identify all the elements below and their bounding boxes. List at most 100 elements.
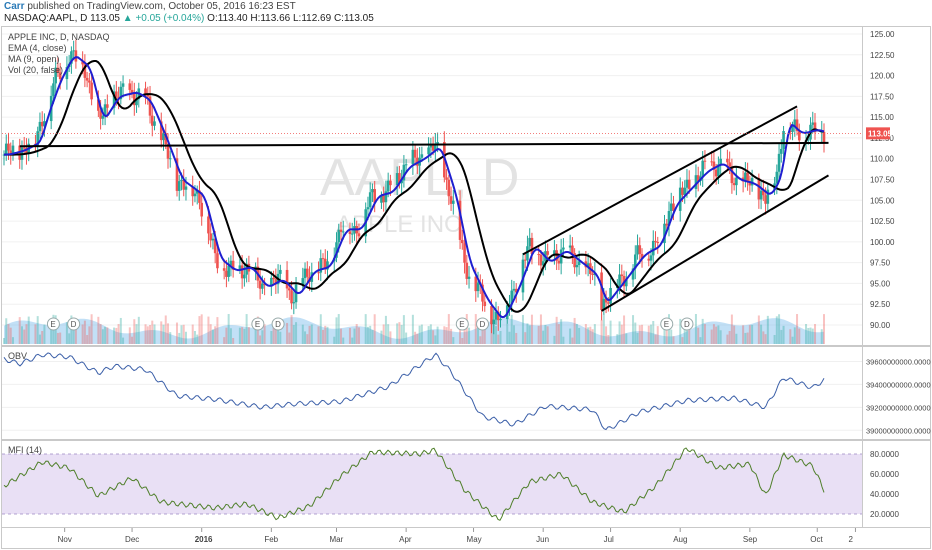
volume-bar: [128, 327, 131, 344]
volume-bar: [207, 316, 210, 344]
candle-body: [7, 143, 10, 151]
candle-body: [463, 243, 466, 263]
volume-bar: [712, 324, 715, 344]
dividend-marker-label: D: [71, 320, 77, 329]
volume-bar: [609, 320, 612, 344]
volume-bar: [153, 324, 156, 344]
candle-body: [575, 265, 579, 268]
candle-body: [685, 179, 689, 188]
candle-body: [600, 272, 603, 311]
candle-body: [512, 288, 516, 291]
volume-bar: [420, 324, 423, 344]
dividend-marker-label: D: [275, 320, 281, 329]
candle-body: [193, 193, 197, 197]
candle-body: [290, 290, 293, 304]
time-tick-label: Mar: [329, 535, 343, 544]
earnings-marker: [660, 317, 674, 331]
candle-body: [636, 245, 639, 255]
volume-bar: [814, 324, 817, 344]
volume-bar: [182, 324, 185, 344]
candle-body: [797, 131, 801, 141]
candle-body: [389, 180, 392, 186]
volume-bar: [351, 337, 354, 344]
volume-bar: [544, 324, 547, 344]
candle-body: [243, 274, 246, 279]
candle-body: [65, 67, 69, 80]
volume-bar: [805, 324, 808, 344]
candle-body: [11, 145, 15, 155]
volume-bar: [672, 336, 675, 344]
candle-body: [159, 121, 163, 141]
volume-bar: [364, 314, 367, 344]
time-axis[interactable]: [1, 528, 931, 549]
volume-bar: [515, 332, 518, 344]
volume-bar: [348, 327, 351, 344]
volume-bar: [178, 332, 181, 344]
candle-body: [115, 91, 118, 97]
candle-body: [285, 269, 289, 289]
mfi-axis[interactable]: [863, 440, 931, 528]
candle-body: [198, 190, 201, 203]
candle-body: [319, 258, 323, 273]
volume-bar: [537, 325, 540, 344]
candle-body: [811, 122, 815, 125]
candle-body: [526, 246, 529, 261]
candle-body: [263, 283, 266, 286]
candle-body: [640, 253, 644, 259]
volume-bar: [198, 316, 201, 344]
candle-body: [101, 115, 105, 119]
volume-bar: [339, 328, 342, 344]
candle-body: [557, 260, 561, 264]
volume-bar: [634, 322, 637, 344]
volume-bar: [193, 331, 196, 344]
volume-bar: [656, 326, 659, 344]
candle-body: [36, 131, 39, 147]
volume-bar: [625, 333, 628, 344]
candle-body: [274, 279, 278, 285]
candle-body: [153, 121, 156, 126]
volume-bar: [546, 326, 549, 344]
price-tick-label: 117.50: [870, 92, 894, 101]
volume-bar: [41, 330, 44, 344]
dividend-marker: [67, 317, 81, 331]
candle-body: [357, 233, 361, 237]
obv-axis[interactable]: [863, 346, 931, 440]
candle-body: [350, 233, 354, 235]
volume-bar: [730, 314, 733, 344]
volume-bar: [479, 336, 482, 344]
volume-bar: [573, 317, 576, 344]
ema-line: [4, 56, 825, 319]
price-pane[interactable]: [1, 26, 863, 346]
candle-body: [701, 160, 704, 177]
time-tick-label: May: [467, 535, 482, 544]
volume-bar: [131, 336, 134, 344]
volume-bar: [387, 324, 390, 344]
volume-bar: [389, 331, 392, 344]
volume-bar: [733, 325, 736, 344]
author-link[interactable]: Carr: [4, 1, 25, 12]
candle-body: [541, 261, 545, 266]
candle-body: [133, 93, 136, 106]
volume-ma-area: [4, 317, 824, 344]
candle-body: [782, 131, 785, 149]
volume-bar: [557, 324, 560, 344]
price-axis[interactable]: [863, 26, 931, 346]
volume-bar: [101, 329, 104, 344]
candle-body: [571, 245, 574, 254]
candle-body: [508, 304, 511, 306]
candle-body: [341, 231, 345, 233]
volume-bar: [524, 332, 527, 344]
volume-bar: [685, 324, 688, 344]
last-price: 113.05: [90, 13, 120, 24]
candle-body: [602, 298, 606, 311]
candle-body: [431, 144, 435, 151]
candle-body: [647, 258, 651, 261]
volume-bar: [495, 326, 497, 344]
volume-bar: [562, 336, 565, 344]
candle-body: [631, 268, 635, 280]
volume-bar: [259, 335, 262, 344]
candle-body: [730, 166, 734, 184]
volume-bar: [414, 331, 417, 344]
candle-body: [373, 189, 376, 203]
volume-bar: [791, 336, 794, 344]
